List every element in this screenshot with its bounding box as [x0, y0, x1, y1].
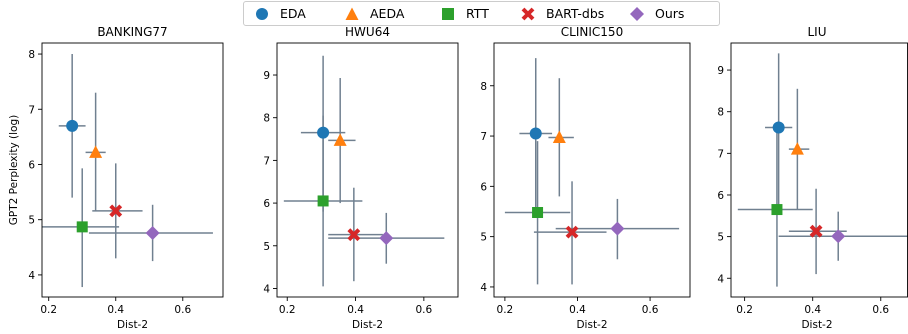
- x-axis-label: Dist-2: [576, 319, 607, 331]
- y-tick-label: 7: [28, 104, 35, 116]
- legend-item-rtt: RTT: [440, 2, 489, 25]
- plot-frame: [730, 42, 908, 298]
- data-point-eda: [66, 119, 79, 132]
- data-point-eda: [529, 127, 542, 140]
- x-tick-label: 0.2: [279, 304, 296, 316]
- y-tick-label: 8: [480, 81, 487, 93]
- y-tick-label: 6: [263, 198, 270, 210]
- y-tick-label: 6: [717, 190, 724, 202]
- chart-panel-clinic150: 0.2 0.4 0.6 4 5 6 7 8 CLINIC150 Dist-2: [480, 25, 691, 331]
- y-tick-label: 8: [28, 49, 35, 61]
- data-point-ours: [610, 221, 625, 236]
- chart-title: HWU64: [345, 25, 390, 39]
- data-point-bart-dbs: [109, 204, 123, 218]
- y-tick-label: 6: [28, 159, 35, 171]
- data-point-bart-dbs: [809, 224, 823, 238]
- x-tick-label: 0.4: [569, 304, 586, 316]
- x-tick-label: 0.6: [415, 304, 432, 316]
- chart-panel-liu: 0.2 0.4 0.6 4 5 6 7 8 9 LIU Dist-2: [717, 25, 908, 331]
- x-marker-icon: [521, 7, 535, 20]
- data-point-aeda: [89, 145, 103, 158]
- y-tick-label: 9: [263, 70, 270, 82]
- y-tick-label: 8: [717, 107, 724, 119]
- y-tick-label: 9: [717, 65, 724, 77]
- chart-panel-hwu64: 0.2 0.4 0.6 4 5 6 7 8 9 HWU64 Dist-2: [263, 25, 459, 331]
- plot-area: [42, 54, 213, 288]
- plot-frame: [276, 42, 459, 298]
- x-axis-label: Dist-2: [117, 319, 148, 331]
- y-tick-label: 5: [717, 232, 724, 244]
- chart-title: BANKING77: [97, 25, 167, 39]
- y-tick-label: 5: [28, 215, 35, 227]
- y-tick-label: 4: [717, 273, 724, 285]
- legend-item-aeda: AEDA: [344, 2, 404, 25]
- x-tick-label: 0.6: [642, 304, 659, 316]
- y-tick-label: 4: [480, 282, 487, 294]
- legend-label: Ours: [655, 6, 685, 21]
- legend-item-bart-dbs: BART-dbs: [520, 2, 604, 25]
- chart-title: LIU: [807, 25, 826, 39]
- data-point-aeda: [552, 130, 566, 144]
- data-point-aeda: [333, 133, 347, 146]
- legend-label: EDA: [280, 6, 306, 21]
- data-point-aeda: [790, 142, 804, 155]
- x-tick-label: 0.4: [804, 304, 821, 316]
- data-point-ours: [379, 231, 394, 246]
- x-axis-label: Dist-2: [801, 319, 832, 331]
- diamond-marker-icon: [630, 6, 644, 21]
- legend-item-eda: EDA: [254, 2, 306, 25]
- x-tick-label: 0.4: [347, 304, 364, 316]
- plot-area: [504, 58, 680, 285]
- data-point-ours: [831, 229, 846, 244]
- x-tick-label: 0.6: [872, 304, 889, 316]
- data-point-eda: [317, 126, 330, 139]
- data-point-rtt: [532, 207, 544, 219]
- data-point-rtt: [76, 221, 88, 233]
- plot-area: [283, 55, 445, 287]
- data-point-ours: [145, 225, 160, 240]
- data-point-bart-dbs: [565, 225, 579, 239]
- x-tick-label: 0.4: [107, 304, 124, 316]
- y-tick-label: 6: [480, 181, 487, 193]
- legend-label: AEDA: [370, 6, 405, 21]
- y-tick-label: 7: [263, 155, 270, 167]
- data-point-rtt: [317, 195, 329, 207]
- y-tick-label: 7: [480, 131, 487, 143]
- y-tick-label: 7: [717, 148, 724, 160]
- y-tick-label: 5: [480, 232, 487, 244]
- x-axis-label: Dist-2: [352, 319, 383, 331]
- x-tick-label: 0.2: [40, 304, 57, 316]
- chart-title: CLINIC150: [561, 25, 623, 39]
- plot-frame: [41, 42, 224, 298]
- plot-frame: [493, 42, 691, 298]
- x-tick-label: 0.6: [174, 304, 191, 316]
- y-axis-label: GPT2 Perplexity (log): [8, 115, 20, 226]
- legend-label: BART-dbs: [546, 6, 605, 21]
- data-point-rtt: [771, 204, 783, 216]
- data-point-bart-dbs: [347, 228, 361, 242]
- plot-area: [737, 53, 908, 287]
- circle-marker-icon: [256, 7, 268, 20]
- square-marker-icon: [442, 7, 454, 20]
- legend: EDA AEDA RTT BART-dbs Ours: [243, 1, 720, 26]
- legend-label: RTT: [466, 6, 489, 21]
- x-tick-label: 0.2: [736, 304, 753, 316]
- y-tick-label: 4: [28, 270, 35, 282]
- triangle-marker-icon: [345, 7, 359, 20]
- x-tick-label: 0.2: [497, 304, 514, 316]
- y-tick-label: 4: [263, 283, 270, 295]
- legend-item-ours: Ours: [629, 2, 684, 25]
- y-tick-label: 5: [263, 241, 270, 253]
- data-point-eda: [772, 121, 785, 134]
- y-tick-label: 8: [263, 113, 270, 125]
- chart-panel-banking77: 0.2 0.4 0.6 4 5 6 7 8 BANKING77 Dist-2 GPT2 Perple…: [8, 25, 224, 331]
